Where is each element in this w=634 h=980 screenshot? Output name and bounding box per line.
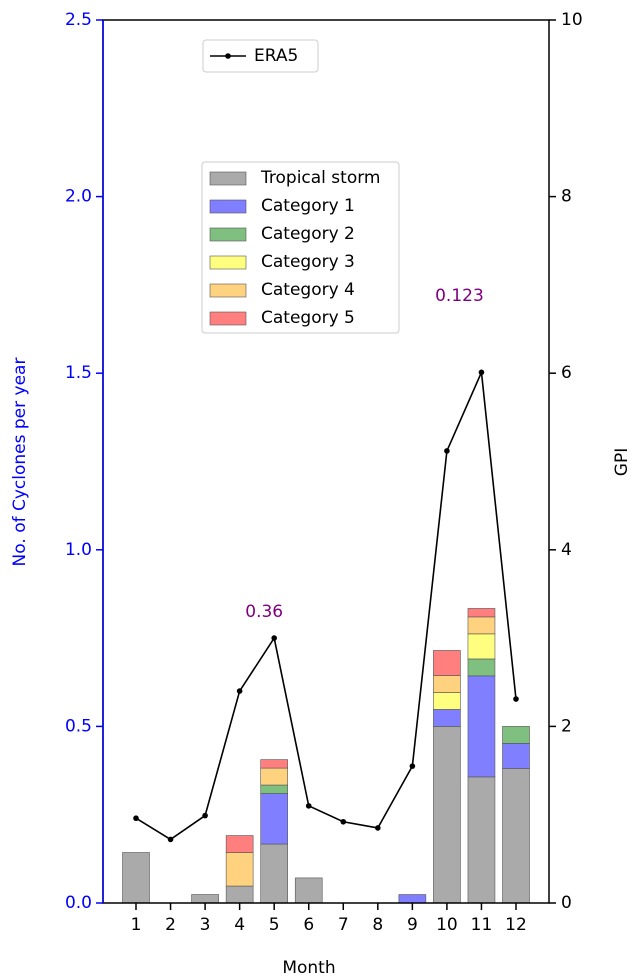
bar: [467, 616, 496, 635]
x-axis-label: Month: [282, 958, 335, 978]
bar: [467, 776, 496, 904]
y-tick-label: 1.0: [65, 540, 92, 560]
x-tick-label: 4: [234, 915, 245, 935]
x-tick-label: 5: [269, 915, 280, 935]
legend-label: Category 3: [261, 252, 355, 272]
bar: [225, 852, 254, 887]
bar: [467, 633, 496, 660]
y-tick-label: 2.0: [65, 187, 92, 207]
y-tick-label: 2.5: [65, 10, 92, 30]
bar: [122, 852, 150, 904]
bar: [260, 793, 288, 845]
bar: [502, 768, 530, 904]
legend-swatch: [209, 283, 247, 298]
line-marker: [167, 836, 174, 843]
bar: [294, 877, 323, 904]
annotation: 0.123: [435, 286, 484, 306]
line-marker: [409, 763, 416, 769]
x-tick-label: 12: [505, 915, 527, 935]
bar: [260, 759, 288, 769]
x-tick-label: 3: [200, 915, 211, 935]
line-marker: [305, 803, 312, 809]
line-marker: [202, 812, 208, 819]
bar: [433, 709, 461, 727]
legend-swatch: [209, 311, 247, 326]
x-tick-label: 6: [303, 915, 314, 935]
legend-label: Tropical storm: [260, 168, 380, 188]
bar: [260, 784, 288, 794]
bar: [225, 835, 254, 853]
bar: [225, 885, 254, 904]
bar: [467, 608, 496, 618]
line: [135, 369, 517, 841]
bar: [260, 843, 288, 904]
y2-tick-label: 0: [561, 893, 572, 913]
legend-swatch: [209, 199, 247, 214]
legend-box: [202, 39, 319, 73]
legend-box: [201, 161, 400, 334]
legend-label: Category 4: [261, 280, 355, 300]
annotation: 0.36: [245, 602, 283, 622]
bar: [502, 743, 530, 769]
x-tick-label: 9: [407, 915, 418, 935]
legend-swatch: [209, 171, 247, 186]
y2-tick-label: 10: [561, 10, 583, 30]
bar: [398, 894, 427, 904]
x-tick-label: 1: [131, 915, 142, 935]
x-tick-label: 10: [436, 915, 458, 935]
bar: [433, 675, 461, 693]
bar: [433, 726, 461, 904]
y-axis-label: No. of Cyclones per year: [10, 358, 30, 567]
legend-label: ERA5: [254, 46, 298, 66]
y-tick-label: 1.5: [65, 363, 92, 383]
bar: [433, 650, 461, 676]
x-tick-label: 11: [471, 915, 493, 935]
y-tick-label: 0.0: [65, 893, 92, 913]
legend-label: Category 2: [261, 224, 355, 244]
bar: [467, 675, 496, 778]
line-marker: [513, 696, 519, 702]
line-marker: [478, 369, 485, 376]
y2-tick-label: 8: [561, 187, 572, 207]
y2-axis-label: GPI: [612, 448, 632, 476]
y2-tick-label: 4: [561, 540, 572, 560]
line-marker: [133, 815, 139, 822]
bar: [433, 692, 461, 710]
bar: [260, 767, 288, 786]
y2-tick-label: 2: [561, 716, 572, 736]
legend-swatch: [209, 227, 247, 242]
x-tick-label: 8: [372, 915, 383, 935]
legend-swatch: [209, 255, 247, 270]
legend-label: Category 5: [261, 308, 355, 328]
line-marker: [340, 818, 347, 825]
y2-tick-label: 6: [561, 363, 572, 383]
bar: [502, 726, 530, 744]
bar: [467, 658, 496, 677]
line-marker: [375, 825, 381, 831]
legend-marker: [225, 53, 231, 59]
line-marker: [236, 688, 243, 694]
line-marker: [271, 635, 277, 641]
x-tick-label: 7: [338, 915, 349, 935]
x-tick-label: 2: [165, 915, 176, 935]
legend-label: Category 1: [261, 196, 355, 216]
line-marker: [444, 448, 450, 454]
y-tick-label: 0.5: [65, 716, 92, 736]
bar: [191, 894, 219, 904]
